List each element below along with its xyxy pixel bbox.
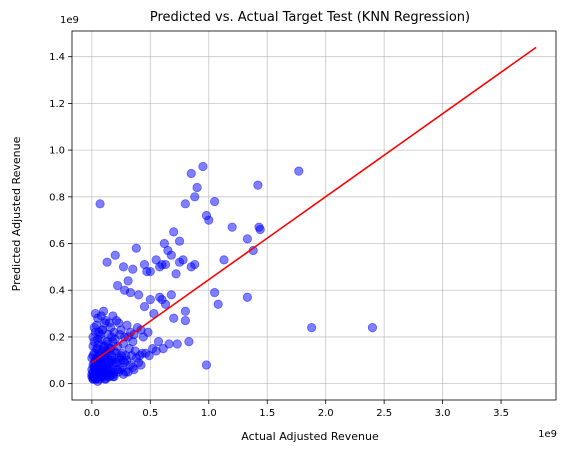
data-point: [175, 237, 183, 245]
x-tick-label: 3.0: [435, 408, 451, 419]
data-point: [210, 288, 218, 296]
x-tick-label: 3.5: [493, 408, 509, 419]
data-point: [187, 169, 195, 177]
data-point: [210, 197, 218, 205]
data-point: [170, 228, 178, 236]
data-point: [214, 300, 222, 308]
data-points: [88, 162, 377, 385]
y-tick-label: 0.0: [49, 379, 65, 390]
data-point: [191, 260, 199, 268]
data-point: [146, 267, 154, 275]
data-point: [140, 302, 148, 310]
chart-title: Predicted vs. Actual Target Test (KNN Re…: [150, 10, 470, 25]
y-tick-label: 1.2: [49, 99, 65, 110]
data-point: [181, 307, 189, 315]
y-tick-label: 1.0: [49, 146, 65, 157]
y-tick-label: 0.6: [49, 239, 65, 250]
data-point: [146, 295, 154, 303]
data-point: [191, 193, 199, 201]
plot-frame: [72, 31, 556, 400]
data-point: [134, 291, 142, 299]
y-tick-label: 1.4: [49, 52, 65, 63]
data-point: [116, 330, 124, 338]
data-point: [111, 251, 119, 259]
data-point: [205, 216, 213, 224]
data-point: [179, 256, 187, 264]
x-axis-label: Actual Adjusted Revenue: [241, 430, 379, 443]
x-tick-label: 1.5: [259, 408, 275, 419]
x-tick-label: 2.5: [376, 408, 392, 419]
data-point: [103, 258, 111, 266]
y-tick-label: 0.4: [49, 286, 65, 297]
data-point: [99, 307, 107, 315]
x-axis-ticks: 0.0 0.5 1.0 1.5 2.0 2.5 3.0 3.5: [84, 400, 509, 419]
data-point: [243, 293, 251, 301]
data-point: [109, 372, 117, 380]
x-tick-label: 0.5: [142, 408, 158, 419]
data-point: [144, 328, 152, 336]
grid: [72, 31, 556, 400]
y-tick-label: 0.2: [49, 332, 65, 343]
data-point: [228, 223, 236, 231]
y-axis-ticks: 0.0 0.2 0.4 0.6 0.8 1.0 1.2 1.4: [49, 52, 72, 390]
data-point: [172, 270, 180, 278]
data-point: [124, 277, 132, 285]
data-point: [202, 361, 210, 369]
data-point: [161, 300, 169, 308]
x-tick-label: 0.0: [84, 408, 100, 419]
data-point: [165, 340, 173, 348]
data-point: [129, 265, 137, 273]
x-tick-label: 1.0: [201, 408, 217, 419]
data-point: [193, 183, 201, 191]
y-axis-offset-label: 1e9: [60, 15, 79, 26]
data-point: [255, 223, 263, 231]
data-point: [295, 167, 303, 175]
data-point: [199, 162, 207, 170]
data-point: [167, 251, 175, 259]
data-point: [98, 326, 106, 334]
data-point: [181, 316, 189, 324]
fit-line-group: [92, 47, 536, 362]
data-point: [185, 337, 193, 345]
data-point: [173, 340, 181, 348]
data-point: [170, 314, 178, 322]
data-point: [167, 291, 175, 299]
data-point: [126, 288, 134, 296]
x-axis-offset-label: 1e9: [538, 429, 557, 440]
data-point: [181, 200, 189, 208]
y-tick-label: 0.8: [49, 192, 65, 203]
x-tick-label: 2.0: [318, 408, 334, 419]
data-point: [96, 200, 104, 208]
data-point: [243, 235, 251, 243]
data-point: [368, 323, 376, 331]
fit-line: [92, 47, 536, 362]
data-point: [132, 244, 140, 252]
data-point: [307, 323, 315, 331]
y-axis-label: Predicted Adjusted Revenue: [10, 136, 23, 291]
data-point: [254, 181, 262, 189]
data-point: [134, 358, 142, 366]
data-point: [119, 263, 127, 271]
data-point: [155, 293, 163, 301]
data-point: [161, 260, 169, 268]
data-point: [220, 256, 228, 264]
